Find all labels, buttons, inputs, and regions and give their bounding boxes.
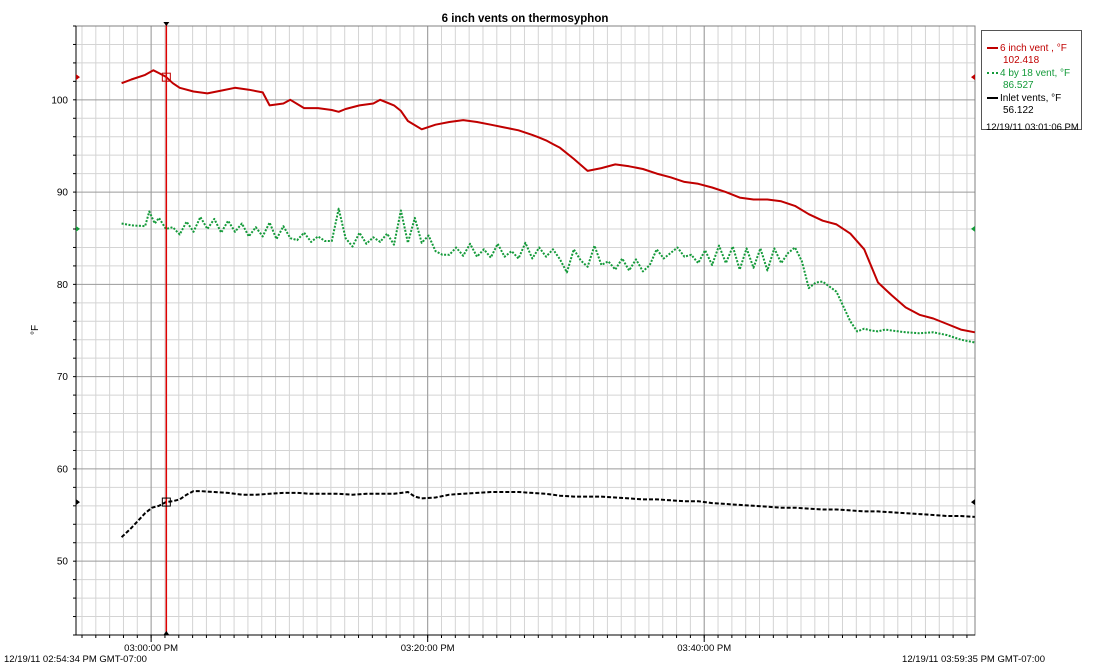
y-tick-label: 100 [51, 95, 68, 106]
legend-swatch-inlet-vents [987, 97, 998, 100]
legend-swatch-4-by-18-vent [987, 72, 998, 75]
legend-entry-4-by-18-vent[interactable]: 4 by 18 vent, °F [987, 68, 1070, 79]
plot-frame [75, 25, 976, 636]
legend-entry-inlet-vents[interactable]: Inlet vents, °F [987, 93, 1061, 104]
legend: 6 inch vent , °F 102.418 4 by 18 vent, °… [981, 30, 1082, 133]
series-line-1 [121, 207, 975, 344]
right-edge-marker-2 [971, 499, 975, 506]
x-tick-label: 03:40:00 PM [677, 643, 731, 654]
y-tick-label: 50 [57, 557, 69, 568]
right-edge-marker-0 [971, 74, 975, 81]
time-start-label: 12/19/11 02:54:34 PM GMT-07:00 [4, 654, 147, 665]
chart-title: 6 inch vents on thermosyphon [442, 13, 609, 25]
series-line-2 [120, 490, 975, 538]
x-tick-label: 03:00:00 PM [124, 643, 178, 654]
y-axis: 50 60 70 80 90 100 [51, 25, 77, 636]
y-axis-label: °F [30, 325, 41, 335]
legend-label-4-by-18-vent: 4 by 18 vent, °F [1000, 68, 1071, 79]
legend-label-6-inch-vent: 6 inch vent , °F [1000, 43, 1067, 54]
y-tick-label: 80 [57, 280, 69, 291]
x-axis: 03:00:00 PM 03:20:00 PM 03:40:00 PM [76, 634, 975, 654]
left-edge-marker-1 [76, 225, 80, 232]
y-tick-label: 90 [57, 188, 69, 199]
legend-entry-6-inch-vent[interactable]: 6 inch vent , °F [987, 43, 1067, 54]
right-edge-marker-1 [971, 225, 975, 232]
legend-value-inlet-vents: 56.122 [1003, 105, 1034, 116]
y-tick-label: 60 [57, 464, 69, 475]
minor-grid [76, 25, 975, 636]
cursor-point-marker-0 [161, 72, 171, 82]
major-grid [76, 26, 975, 635]
legend-swatch-6-inch-vent [987, 47, 998, 50]
left-edge-marker-2 [76, 499, 80, 506]
cursor-bottom-handle [163, 631, 170, 635]
series-layer [120, 69, 975, 538]
y-tick-label: 70 [57, 372, 69, 383]
time-end-label: 12/19/11 03:59:35 PM GMT-07:00 [902, 654, 1045, 665]
cursor-point-marker-2 [161, 497, 171, 507]
left-edge-marker-0 [76, 74, 80, 81]
legend-cursor-time: 12/19/11 03:01:06 PM [986, 122, 1079, 133]
marker-layer [76, 72, 975, 507]
x-tick-label: 03:20:00 PM [401, 643, 455, 654]
cursor-top-handle [163, 22, 170, 26]
cursor-layer[interactable] [163, 22, 170, 635]
series-line-0 [121, 69, 975, 334]
legend-value-4-by-18-vent: 86.527 [1003, 80, 1034, 91]
legend-label-inlet-vents: Inlet vents, °F [1000, 93, 1062, 104]
legend-value-6-inch-vent: 102.418 [1003, 55, 1040, 66]
